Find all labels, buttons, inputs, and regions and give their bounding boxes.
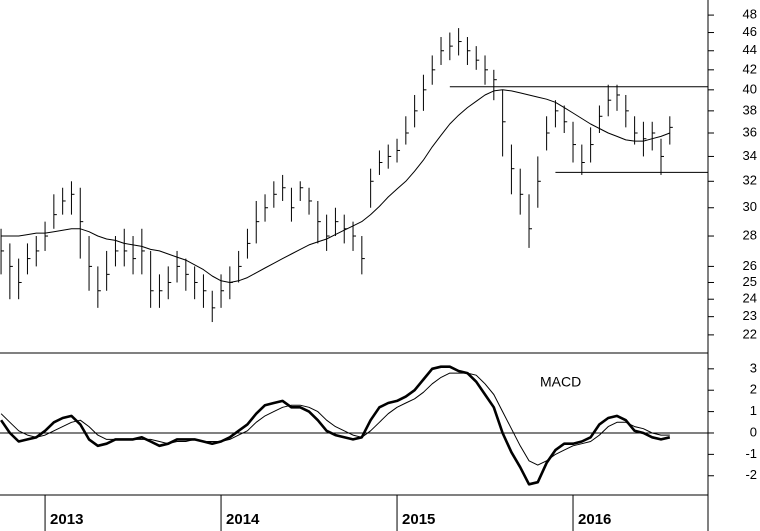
series-line	[0, 365, 671, 486]
y-tick-label: 23	[743, 308, 757, 323]
y-tick-label: 0	[750, 424, 757, 439]
y-tick-label: -2	[745, 467, 757, 482]
y-tick-label: 36	[743, 124, 757, 139]
y-tick-label: 40	[743, 81, 757, 96]
annotation: MACD	[540, 374, 581, 390]
y-tick-label: 34	[743, 148, 757, 163]
y-tick-label: 26	[743, 258, 757, 273]
series-line	[1, 89, 670, 283]
y-tick-label: 42	[743, 61, 757, 76]
y-tick-label: 3	[750, 360, 757, 375]
y-tick-label: 32	[743, 173, 757, 188]
series-line	[0, 372, 670, 466]
x-tick-label: 2014	[226, 511, 260, 528]
y-tick-label: 22	[743, 326, 757, 341]
y-tick-label: 1	[750, 403, 757, 418]
y-tick-label: 2	[750, 382, 757, 397]
y-tick-label: 25	[743, 274, 757, 289]
y-tick-label: 46	[743, 24, 757, 39]
y-tick-label: 44	[743, 42, 757, 57]
y-tick-label: 48	[743, 7, 757, 22]
y-tick-label: 28	[743, 227, 757, 242]
y-tick-label: 30	[743, 199, 757, 214]
x-tick-label: 2015	[402, 511, 435, 528]
y-tick-label: 38	[743, 102, 757, 117]
y-tick-label: -1	[745, 446, 757, 461]
y-tick-label: 24	[743, 291, 757, 306]
x-tick-label: 2013	[50, 511, 83, 528]
x-tick-label: 2016	[578, 511, 611, 528]
